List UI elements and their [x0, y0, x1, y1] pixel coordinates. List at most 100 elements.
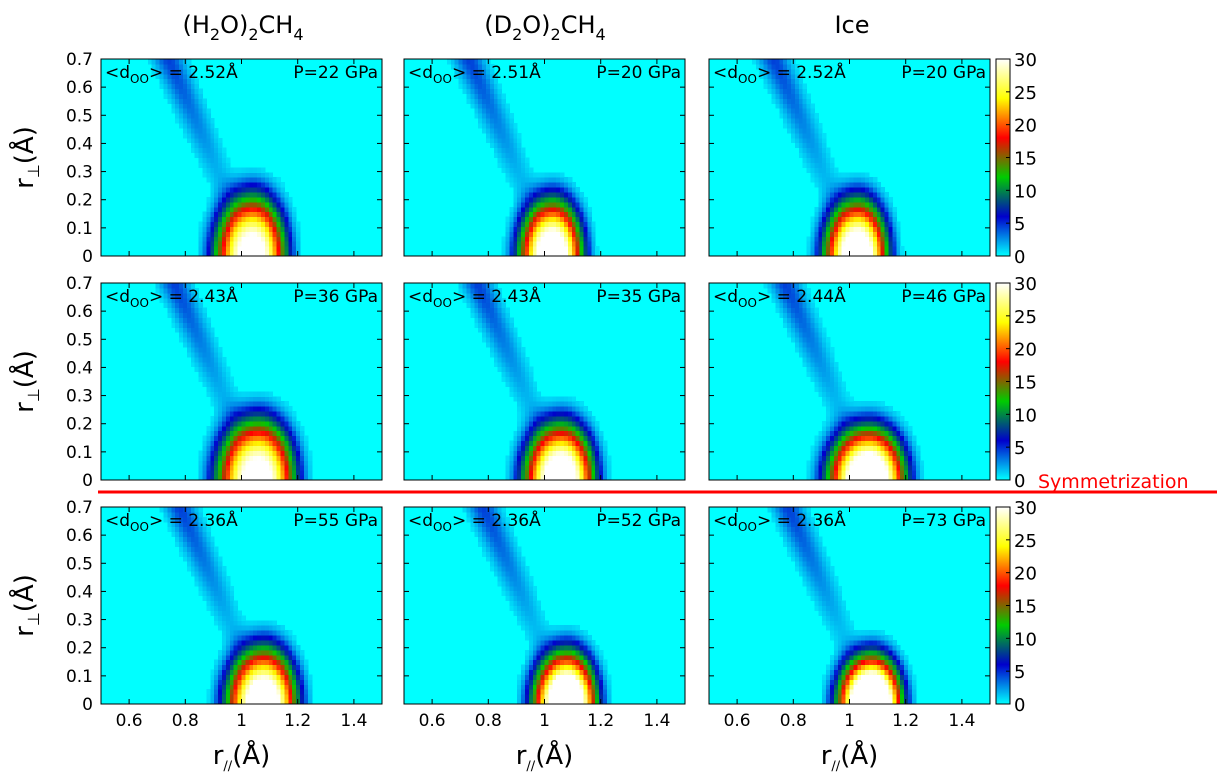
density-cell [509, 246, 514, 252]
density-cell [532, 211, 538, 218]
density-cell [198, 241, 203, 247]
density-cell [849, 470, 854, 476]
density-cell [861, 415, 866, 422]
density-cell [501, 147, 506, 154]
density-cell [524, 590, 530, 597]
density-cell [505, 475, 510, 481]
density-cell [579, 201, 585, 208]
density-cell [284, 445, 289, 451]
density-cell [513, 475, 518, 481]
density-cell [186, 566, 192, 572]
density-cell [876, 221, 882, 227]
density-cell [241, 694, 246, 700]
density-cell [509, 356, 514, 363]
density-cell [880, 450, 886, 456]
density-cell [579, 475, 585, 481]
density-cell [249, 659, 254, 666]
density-cell [288, 649, 293, 656]
density-cell [524, 674, 530, 680]
density-cell [524, 475, 530, 481]
density-cell [214, 450, 219, 456]
density-cell [606, 455, 612, 461]
density-cell [497, 575, 503, 582]
density-cell [806, 307, 811, 314]
density-cell [221, 615, 227, 621]
density-cell [257, 620, 262, 626]
density-cell [521, 415, 526, 422]
density-cell [214, 142, 219, 149]
density-cell [202, 322, 207, 328]
density-cell [798, 322, 804, 328]
density-cell [245, 445, 250, 451]
density-cell [794, 98, 800, 104]
density-cell [229, 191, 235, 198]
density-cell [276, 455, 282, 461]
density-cell [849, 246, 854, 252]
density-cell [292, 430, 297, 437]
density-cell [802, 337, 808, 343]
density-cell [540, 475, 545, 481]
density-cell [233, 605, 239, 611]
density-cell [575, 664, 581, 671]
density-cell [194, 317, 200, 323]
density-cell [833, 376, 839, 382]
density-cell [478, 511, 483, 518]
density-cell [179, 521, 184, 528]
density-cell [798, 142, 804, 149]
density-cell [167, 287, 172, 294]
y-tick-label: 0 [82, 695, 93, 715]
density-cell [575, 231, 581, 237]
density-cell [790, 332, 796, 338]
density-cell [575, 465, 581, 471]
density-cell [202, 546, 207, 552]
density-cell [501, 590, 506, 597]
density-cell [225, 366, 231, 373]
density-cell [829, 162, 835, 168]
density-cell [225, 396, 231, 402]
density-cell [853, 216, 858, 223]
density-cell [268, 425, 274, 432]
density-cell [296, 694, 301, 700]
density-cell [810, 226, 815, 232]
density-cell [798, 302, 804, 309]
density-cell [571, 406, 577, 412]
density-cell [179, 113, 184, 119]
density-cell [814, 366, 819, 373]
density-cell [253, 211, 258, 218]
density-cell [771, 73, 776, 80]
annotation-prefix: <d [105, 63, 130, 83]
density-cell [794, 327, 800, 333]
density-cell [214, 351, 219, 358]
density-cell [810, 127, 815, 134]
density-cell [822, 211, 827, 218]
density-cell [892, 206, 897, 213]
density-cell [853, 251, 858, 257]
density-cell [517, 600, 522, 606]
density-cell [567, 664, 573, 671]
density-cell [794, 283, 800, 289]
density-cell [861, 241, 866, 247]
density-cell [221, 590, 227, 597]
density-cell [280, 654, 285, 661]
density-cell [292, 664, 297, 671]
density-cell [540, 620, 545, 626]
density-cell [869, 435, 874, 442]
density-cell [257, 644, 262, 651]
annotation-value: > = 2.43Å [149, 285, 238, 307]
density-cell [493, 516, 499, 523]
density-cell [151, 63, 157, 70]
density-cell [489, 287, 495, 294]
density-cell [485, 63, 491, 70]
density-cell [482, 287, 487, 294]
density-cell [489, 132, 495, 139]
density-cell [229, 406, 235, 412]
density-cell [186, 351, 192, 358]
y-tick-label: 0.7 [66, 274, 93, 294]
density-cell [595, 445, 600, 451]
density-cell [822, 425, 827, 432]
density-cell [521, 669, 526, 675]
density-cell [241, 420, 246, 427]
density-cell [482, 108, 487, 114]
density-cell [579, 196, 585, 203]
density-cell [567, 639, 573, 646]
